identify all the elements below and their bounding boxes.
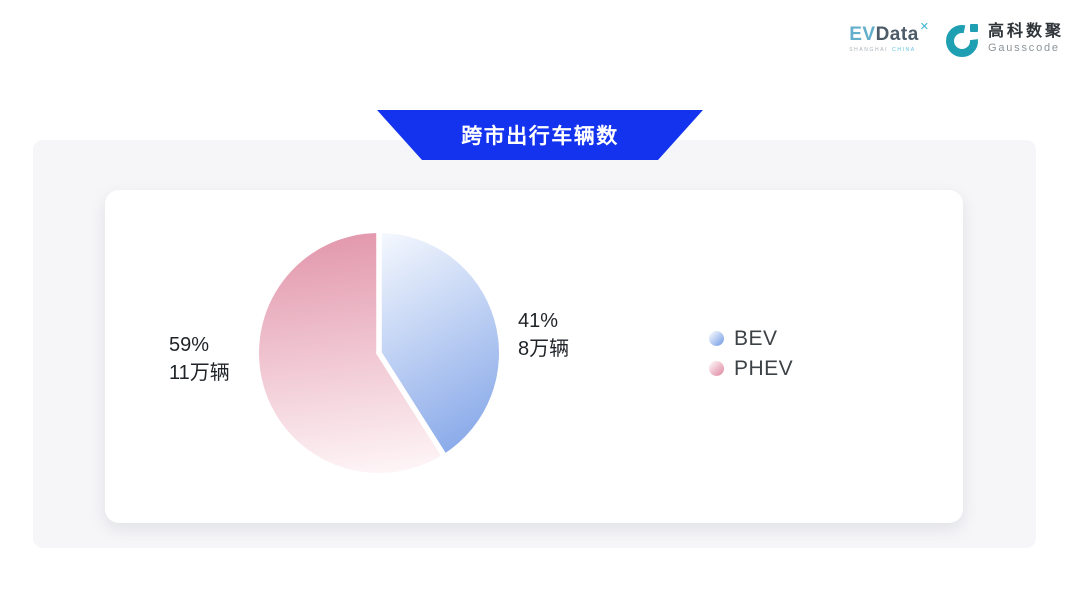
slice-label-phev: 59% 11万辆 <box>169 331 230 387</box>
pie-chart <box>251 224 507 481</box>
evdata-logo-ev: EV <box>849 24 876 45</box>
evdata-logo-subtext: SHANGHAI CHINA <box>849 47 916 53</box>
gausscode-g-icon <box>945 24 978 57</box>
chart-legend: BEV PHEV <box>709 325 793 382</box>
pie-slice-phev <box>259 233 444 473</box>
pie-chart-svg <box>259 224 500 473</box>
slice-label-bev-percent: 41% <box>518 310 559 332</box>
slice-label-bev-value: 8万辆 <box>518 338 570 360</box>
evdata-logo-data: Data <box>875 24 919 45</box>
slice-label-phev-value: 11万辆 <box>169 362 230 384</box>
evdata-logo: EV Data ✕ SHANGHAI CHINA <box>849 21 929 54</box>
page-title: 跨市出行车辆数 <box>461 125 619 148</box>
slice-label-phev-percent: 59% <box>169 334 210 356</box>
legend-item-bev: BEV <box>709 325 793 352</box>
legend-dot-phev <box>709 361 724 376</box>
pie-slice-gap <box>376 350 450 463</box>
header-logos: EV Data ✕ SHANGHAI CHINA 高科数聚 Gausscode <box>849 20 1064 58</box>
legend-label-phev: PHEV <box>734 356 794 380</box>
slice-label-bev: 41% 8万辆 <box>518 307 569 363</box>
legend-dot-bev <box>709 331 724 346</box>
chart-card: 41% 8万辆 59% 11万辆 BEV PHEV <box>105 190 963 523</box>
legend-item-phev: PHEV <box>709 355 793 382</box>
gausscode-name-en: Gausscode <box>987 41 1060 54</box>
gausscode-logo: 高科数聚 Gausscode <box>945 20 1064 58</box>
title-banner: 跨市出行车辆数 <box>377 110 703 160</box>
gausscode-name-cn: 高科数聚 <box>987 23 1064 41</box>
legend-label-bev: BEV <box>734 326 778 350</box>
evdata-x-icon: ✕ <box>919 21 929 33</box>
